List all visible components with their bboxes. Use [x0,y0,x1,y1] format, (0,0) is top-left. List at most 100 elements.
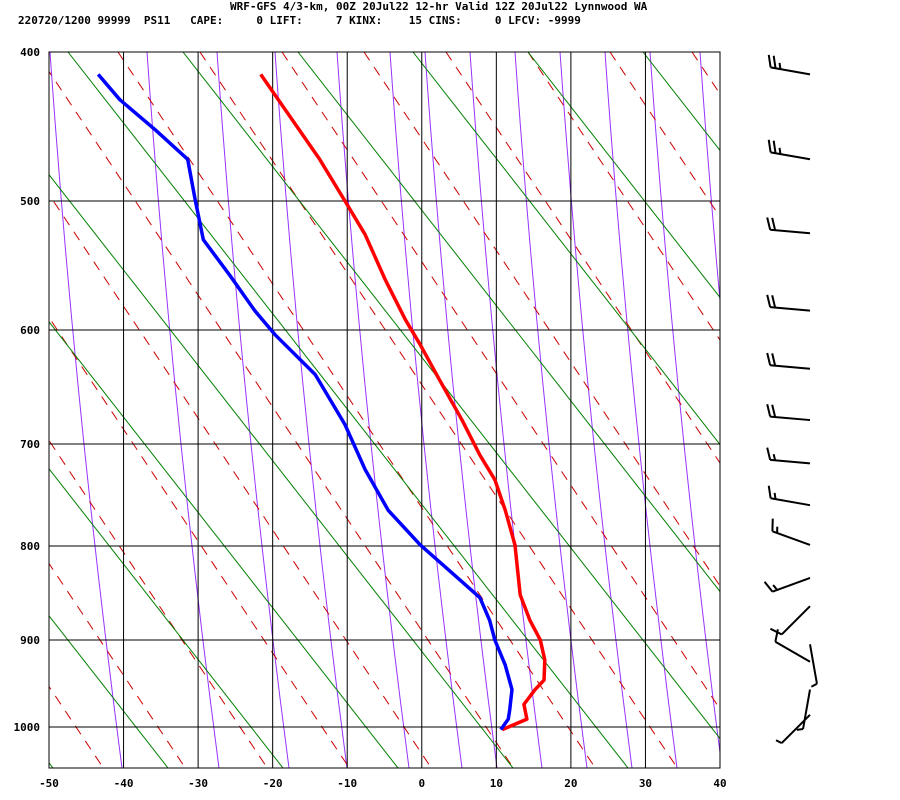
isotherm-line [336,52,410,768]
background-lines [0,52,900,768]
barb-full [771,217,777,231]
barb-staff [770,415,811,422]
moist-adiabat-line [49,70,514,768]
barb-full [763,581,774,593]
barb-half [772,453,777,461]
x-tick-label: 40 [713,777,726,790]
barb-staff [772,577,811,593]
barb-staff [781,605,811,636]
moist-adiabat-line [527,52,720,341]
x-tick-label: 30 [639,777,652,790]
barb-staff [770,228,811,235]
sounding-stats: 220720/1200 99999 PS11 CAPE: 0 LIFT: 7 K… [18,14,581,27]
x-tick-label: -20 [263,777,283,790]
isotherm-line [604,52,678,768]
barb-staff [772,530,811,546]
isotherm-line [274,52,348,768]
wind-barb [774,629,811,663]
barb-staff [781,714,811,744]
wind-barb [766,294,811,312]
y-tick-label: 700 [20,438,40,451]
dry-adiabat-line [412,52,720,445]
chart-title: WRF-GFS 4/3-km, 00Z 20Jul22 12-hr Valid … [230,0,648,13]
barb-half [778,62,782,70]
barb-staff [770,306,811,312]
barb-full [772,55,777,69]
moist-adiabat-line [691,52,720,95]
x-tick-label: -30 [188,777,208,790]
dry-adiabat-line [758,52,900,768]
x-tick-label: 0 [418,777,425,790]
barb-full [772,140,777,154]
wind-barb [766,404,811,422]
y-tick-label: 400 [20,46,40,59]
barb-full [766,217,772,230]
wind-barb [767,485,811,507]
barb-full [771,295,777,308]
temperature-line [259,73,547,732]
isotherm-line [146,52,220,768]
moist-adiabat-line [49,193,432,768]
y-tick-label: 800 [20,540,40,553]
moist-adiabat-line [49,439,268,768]
wind-barb [771,518,811,546]
barb-staff [770,497,811,507]
barb-full [766,404,772,417]
isotherm-line [389,52,463,768]
moist-adiabat-line [117,52,596,768]
dry-adiabat-line [182,52,720,740]
barb-full [766,352,772,366]
isotherm-line [49,52,123,768]
barb-full [767,485,772,499]
barb-full [767,139,772,153]
barb-staff [770,151,811,161]
moist-adiabat-line [49,316,350,768]
barb-full [771,353,777,366]
wind-barb [769,605,811,636]
moist-adiabat-line [445,52,720,464]
wind-barb [766,352,811,370]
moist-adiabat-line [363,52,720,587]
y-tick-label: 900 [20,634,40,647]
x-tick-label: 10 [490,777,503,790]
dry-adiabat-line [49,466,284,768]
barb-full [774,629,779,642]
wind-barb [766,447,811,465]
dry-adiabat-line [49,762,54,768]
barb-staff [802,689,811,730]
moist-adiabat-line [199,52,678,768]
wind-barb [766,217,811,235]
barb-staff [774,640,811,663]
moist-adiabat-line [281,52,720,710]
isotherm-line [514,52,588,768]
isotherm-line [469,52,543,768]
y-tick-label: 500 [20,195,40,208]
plot-frame [48,51,721,769]
x-tick-label: -10 [337,777,357,790]
x-tick-label: -50 [39,777,59,790]
dry-adiabat-line [49,614,169,768]
barb-full [766,447,772,461]
isotherm-line [699,52,720,306]
x-tick-label: -40 [114,777,134,790]
barb-staff [809,644,818,684]
barb-half [810,682,818,688]
moist-adiabat-line [49,685,104,768]
wind-barb [775,714,811,744]
moist-adiabat-line [0,52,21,768]
barb-full [766,294,772,308]
barb-staff [770,66,811,76]
moist-adiabat-line [49,562,186,768]
y-tick-label: 1000 [14,721,41,734]
barb-staff [770,364,811,370]
barb-staff [770,458,811,465]
barb-full [769,627,783,636]
barb-half [775,739,783,744]
wind-barb [809,644,818,688]
wind-barb [796,689,811,731]
isotherm-line [649,52,720,757]
barb-full [767,54,772,68]
barb-half [773,492,777,500]
